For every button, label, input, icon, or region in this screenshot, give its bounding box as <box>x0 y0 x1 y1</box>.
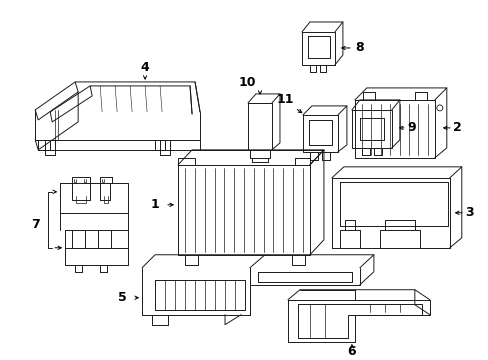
Text: 9: 9 <box>407 121 415 134</box>
Text: 2: 2 <box>452 121 461 134</box>
Text: 11: 11 <box>276 93 293 107</box>
Text: 1: 1 <box>150 198 159 211</box>
Text: 4: 4 <box>141 62 149 75</box>
Text: 5: 5 <box>118 291 126 304</box>
Text: 3: 3 <box>465 206 473 219</box>
Text: 6: 6 <box>347 345 355 358</box>
Text: 10: 10 <box>238 76 255 89</box>
Text: 8: 8 <box>355 41 364 54</box>
Text: 7: 7 <box>31 218 40 231</box>
